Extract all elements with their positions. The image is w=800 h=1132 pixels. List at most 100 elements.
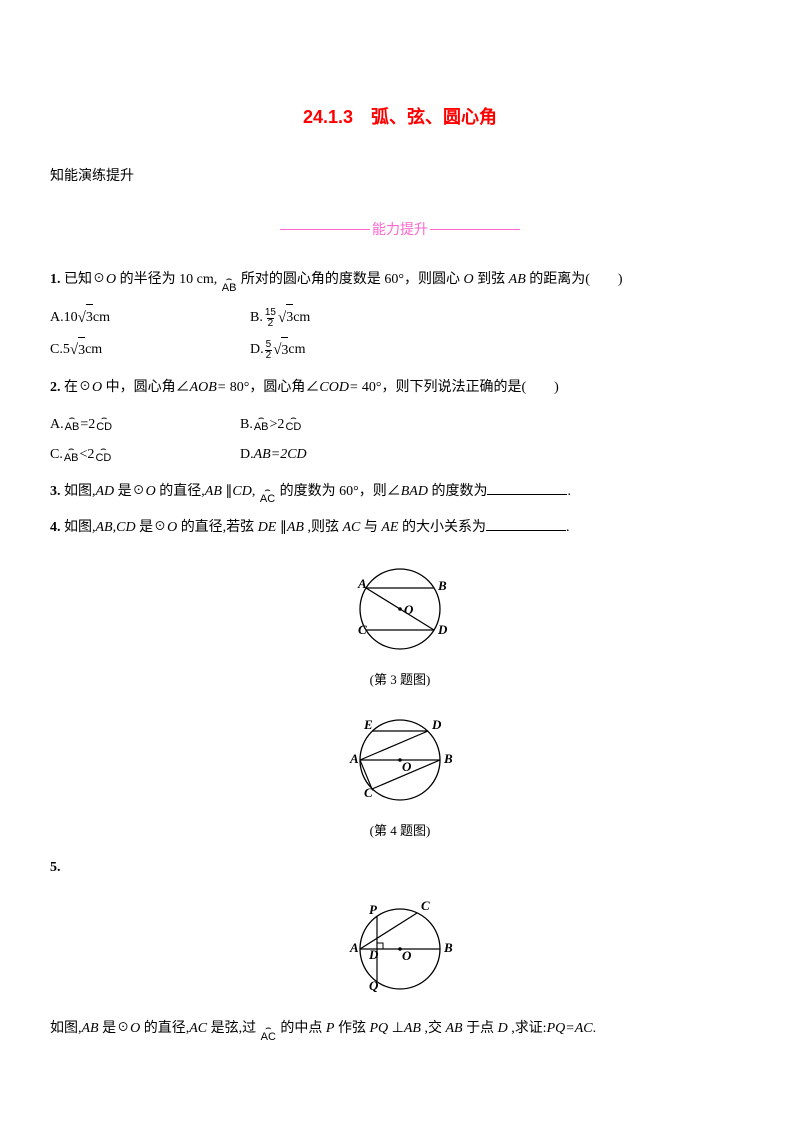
svg-text:B: B bbox=[443, 940, 453, 955]
q1-O: O bbox=[106, 272, 116, 287]
q2-C-lt: <2 bbox=[80, 442, 95, 469]
q1-A-unit: cm bbox=[93, 305, 110, 332]
q5-number: 5. bbox=[50, 860, 61, 875]
svg-text:D: D bbox=[368, 947, 379, 962]
figure-3-svg: ABCDO bbox=[340, 554, 460, 664]
q2-D-label: D. bbox=[240, 442, 254, 469]
q5-text-e: 的中点 bbox=[280, 1021, 326, 1036]
svg-text:C: C bbox=[358, 622, 367, 637]
figure-4: EDABCO (第 4 题图) bbox=[50, 705, 750, 844]
q5-text-b: 是☉ bbox=[102, 1021, 130, 1036]
q5-arc-AC: ⌢AC bbox=[261, 1026, 276, 1043]
q5-text-a: 如图, bbox=[50, 1021, 82, 1036]
q2-number: 2. bbox=[50, 380, 61, 395]
q1-D-rad: 3 bbox=[281, 337, 288, 365]
page-title: 24.1.3 弧、弦、圆心角 bbox=[50, 100, 750, 134]
q1-D-num: 5 bbox=[265, 340, 273, 350]
question-5-stem: 如图,AB 是☉O 的直径,AC 是弦,过 ⌢AC 的中点 P 作弦 PQ ⊥A… bbox=[50, 1016, 750, 1043]
q1-B-den: 2 bbox=[267, 318, 275, 329]
q1-D-label: D. bbox=[250, 337, 264, 364]
q2-O: O bbox=[92, 380, 102, 395]
q3-BAD: BAD bbox=[401, 484, 428, 499]
q1-opt-B: B. 152√3 cm bbox=[250, 304, 390, 333]
q2-opt-D: D. AB=2CD bbox=[240, 442, 380, 469]
svg-text:D: D bbox=[431, 717, 442, 732]
q5-text-g: ,交 bbox=[424, 1021, 445, 1036]
q5-text-d: 是弦,过 bbox=[211, 1021, 257, 1036]
q5-text-f: 作弦 bbox=[338, 1021, 370, 1036]
q5-AB3: AB bbox=[445, 1021, 462, 1036]
q5-P: P bbox=[326, 1021, 335, 1036]
q2-text-a: 在☉ bbox=[64, 380, 92, 395]
q4-AE: AE bbox=[381, 520, 398, 535]
question-3: 3. 如图,AD 是☉O 的直径,AB ∥CD, ⌢AC 的度数为 60°，则∠… bbox=[50, 479, 750, 506]
q5-O: O bbox=[130, 1021, 140, 1036]
q4-text-e: 与 bbox=[364, 520, 382, 535]
q4-blank bbox=[486, 516, 566, 531]
svg-text:O: O bbox=[402, 759, 412, 774]
q1-A-label: A. bbox=[50, 305, 64, 332]
q3-text-c: 的直径, bbox=[159, 484, 205, 499]
question-1: 1. 已知☉O 的半径为 10 cm, ⌢AB 所对的圆心角的度数是 60°，则… bbox=[50, 267, 750, 294]
svg-text:A: A bbox=[349, 751, 359, 766]
q1-A-lead: 10 bbox=[64, 305, 78, 332]
q3-number: 3. bbox=[50, 484, 61, 499]
question-4: 4. 如图,AB,CD 是☉O 的直径,若弦 DE ∥AB ,则弦 AC 与 A… bbox=[50, 515, 750, 542]
q1-text-d: 到弦 bbox=[477, 272, 509, 287]
q4-par: ∥ bbox=[280, 520, 287, 535]
q1-D-den: 2 bbox=[265, 350, 273, 361]
q2-ang2: 40°，则下列说法正确的是( ) bbox=[362, 380, 559, 395]
q1-O2: O bbox=[464, 272, 474, 287]
q3-comma: , bbox=[252, 484, 256, 499]
q2-opt-B: B. ⌢AB >2 ⌢CD bbox=[240, 412, 380, 439]
svg-text:C: C bbox=[421, 898, 430, 913]
q1-text-b: 的半径为 10 cm, bbox=[120, 272, 218, 287]
q4-DE: DE bbox=[258, 520, 277, 535]
q2-A-label: A. bbox=[50, 412, 64, 439]
q1-opt-A: A. 10√3 cm bbox=[50, 304, 190, 333]
q5-AB: AB bbox=[82, 1021, 99, 1036]
q3-O: O bbox=[146, 484, 156, 499]
q4-CD: CD bbox=[116, 520, 135, 535]
svg-text:P: P bbox=[369, 902, 378, 917]
question-5: 5. bbox=[50, 855, 750, 882]
q4-text-b: 是☉ bbox=[139, 520, 167, 535]
q1-AB: AB bbox=[509, 272, 526, 287]
q5-D: D bbox=[498, 1021, 508, 1036]
q2-opt-C: C. ⌢AB <2 ⌢CD bbox=[50, 442, 190, 469]
q4-text-c: 的直径,若弦 bbox=[181, 520, 258, 535]
q2-text-b: 中，圆心角∠ bbox=[106, 380, 190, 395]
svg-text:C: C bbox=[364, 785, 373, 800]
q3-text-d: 的度数为 60°，则∠ bbox=[280, 484, 401, 499]
q2-ang1: 80°，圆心角∠ bbox=[230, 380, 320, 395]
q3-arc-AC: ⌢AC bbox=[260, 488, 275, 505]
q5-AB2: AB bbox=[404, 1021, 421, 1036]
q2-D-AB: AB= bbox=[254, 442, 281, 469]
q1-number: 1. bbox=[50, 272, 61, 287]
svg-text:O: O bbox=[402, 948, 412, 963]
question-2: 2. 在☉O 中，圆心角∠AOB= 80°，圆心角∠COD= 40°，则下列说法… bbox=[50, 375, 750, 402]
q1-C-rad: 3 bbox=[78, 337, 85, 365]
divider-label: 能力提升 bbox=[370, 216, 430, 243]
q5-period: . bbox=[593, 1021, 597, 1036]
figure-4-svg: EDABCO bbox=[340, 705, 460, 815]
figure-3: ABCDO (第 3 题图) bbox=[50, 554, 750, 693]
figure-5-svg: ABCPQDO bbox=[335, 894, 465, 1004]
q3-AD: AD bbox=[96, 484, 115, 499]
q5-PQ2: PQ=AC bbox=[547, 1021, 593, 1036]
q1-text-c: 所对的圆心角的度数是 60°，则圆心 bbox=[241, 272, 464, 287]
q3-blank bbox=[487, 480, 567, 495]
figure-3-caption: (第 3 题图) bbox=[50, 668, 750, 693]
svg-text:O: O bbox=[404, 602, 414, 617]
q2-D-2CD: 2CD bbox=[280, 442, 306, 469]
q2-B-label: B. bbox=[240, 412, 253, 439]
q1-row1: A. 10√3 cm B. 152√3 cm bbox=[50, 304, 750, 333]
q4-text-a: 如图, bbox=[64, 520, 96, 535]
q1-arc-AB: ⌢AB bbox=[222, 277, 237, 294]
q5-text-h: 于点 bbox=[466, 1021, 498, 1036]
q2-opt-A: A. ⌢AB =2 ⌢CD bbox=[50, 412, 190, 439]
q2-AOB: AOB= bbox=[190, 380, 227, 395]
q1-B-label: B. bbox=[250, 305, 263, 332]
q1-C-unit: cm bbox=[85, 337, 102, 364]
svg-text:E: E bbox=[363, 717, 373, 732]
